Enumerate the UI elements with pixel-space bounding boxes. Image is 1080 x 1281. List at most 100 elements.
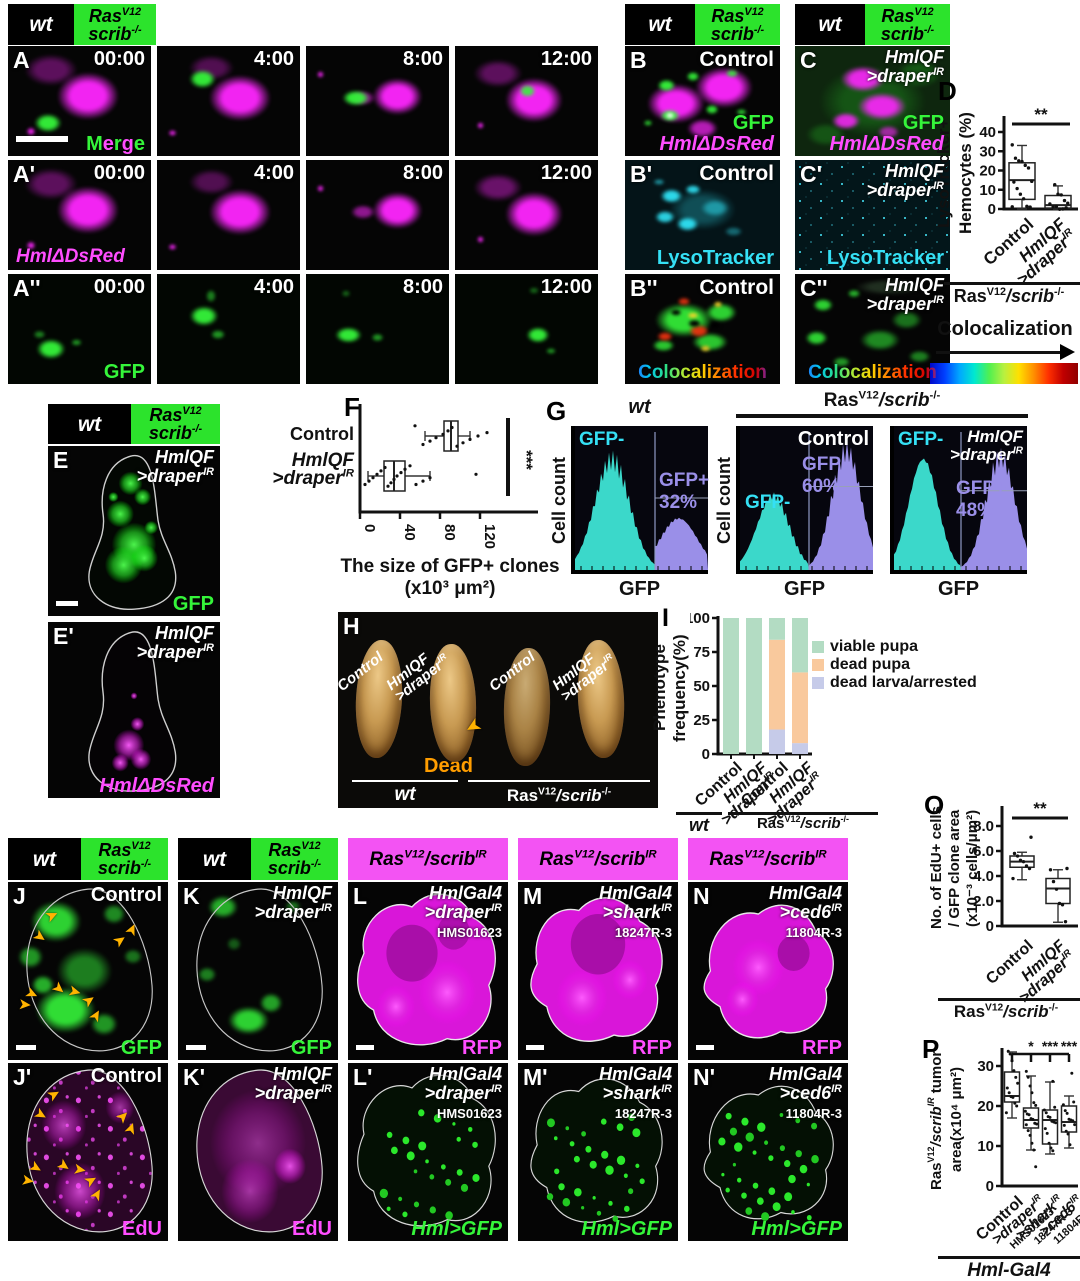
- wing-disc-outline: [703, 1085, 834, 1222]
- panel-letter-F: F: [344, 392, 360, 422]
- cell-blob: [651, 177, 667, 187]
- panel-letter: N: [693, 883, 710, 909]
- cell-blob: [30, 334, 71, 364]
- panel-letter-D: D: [938, 76, 957, 106]
- cell-blob: [685, 311, 701, 321]
- cell-blob: [674, 296, 694, 307]
- micrograph-A-12-00: 12:00: [455, 46, 598, 156]
- svg-text:**: **: [1034, 106, 1048, 124]
- cell-blob: [208, 327, 229, 342]
- panel-letter-O: O: [924, 790, 945, 820]
- svg-text:0: 0: [986, 1178, 994, 1192]
- svg-text:***: ***: [1042, 1040, 1059, 1054]
- wing-disc-outline: [26, 888, 153, 1052]
- channel-label-gfp: GFP: [290, 1036, 332, 1059]
- svg-text:***: ***: [517, 450, 536, 470]
- panel-letter: L: [353, 883, 368, 909]
- micrograph-E: E HmlQF >draperIR GFP: [48, 446, 220, 616]
- i-group-ras: RasV12/scrib-/-: [756, 814, 850, 833]
- genotype-label: HmlGal4 >ced6IR 11804R-3: [768, 883, 842, 940]
- cell-blob: [801, 327, 833, 348]
- cell-blob: [69, 337, 84, 347]
- scale-bar: [696, 1045, 714, 1050]
- panel-letter: C'': [800, 275, 828, 301]
- timestamp: 8:00: [402, 276, 443, 298]
- f-cat-control: Control: [290, 424, 354, 444]
- cell-blob: [197, 179, 283, 244]
- f-x-axis-label-2: (x10³ μm²): [404, 578, 496, 599]
- panel-letter: B': [630, 161, 653, 187]
- colocalization-gradient-bar: [930, 363, 1078, 384]
- p-y-axis-label-2: area(x10⁴ μm²): [948, 1067, 965, 1173]
- cell-blob: [363, 71, 432, 122]
- svg-text:2.0: 2.0: [973, 893, 994, 910]
- micrograph-Ap-12-00: 12:00: [455, 160, 598, 270]
- micrograph-Cpp: C'' HmlQF >draperIR Colocalization: [795, 274, 950, 384]
- arrowhead-icon: ➤: [18, 995, 32, 1013]
- cell-blob: [340, 289, 352, 299]
- cell-blob: [346, 201, 381, 222]
- o-y-axis-label-2: / GFP clone area: [946, 809, 963, 927]
- wt-label: wt: [178, 838, 251, 880]
- cell-blob: [197, 65, 283, 130]
- svg-text:8.0: 8.0: [973, 818, 994, 835]
- d-y-axis-label-2: Hemocytes (%): [956, 112, 975, 234]
- panel-letter: K: [183, 883, 200, 909]
- channel-label-edu: EdU: [292, 1217, 332, 1240]
- micrograph-A-4-00: 4:00: [157, 46, 300, 156]
- micrograph-M: M HmlGal4 >sharkIR 18247R-3 RFP: [518, 882, 678, 1060]
- svg-text:20: 20: [977, 1098, 994, 1115]
- micrograph-App-8-00: 8:00: [306, 274, 449, 384]
- tumor-tissue: [703, 904, 834, 1039]
- p-y-axis-label-1: RasV12/scribIR tumor: [926, 1050, 945, 1190]
- svg-text:10: 10: [977, 1138, 994, 1155]
- gfp-pos-label: GFP+: [802, 454, 853, 475]
- panel-letter: C: [800, 47, 817, 73]
- wt-label: wt: [8, 838, 81, 880]
- micrograph-Cp: C' HmlQF >draperIR LysoTracker: [795, 160, 950, 270]
- tumor-tissue: [357, 893, 496, 1046]
- genotype-label: HmlGal4 >sharkIR 18247R-3: [598, 1064, 672, 1121]
- cell-blob: [711, 300, 725, 310]
- channel-label: GFP HmlΔDsRed: [659, 112, 774, 155]
- genotype-label: HmlQF >draperIR: [136, 623, 214, 662]
- condition-label: Control: [699, 276, 774, 299]
- panel-letter: H: [343, 613, 360, 639]
- cell-blob: [651, 208, 680, 226]
- svg-text:0: 0: [986, 918, 994, 935]
- scale-bar: [526, 1045, 544, 1050]
- panel-letter: B: [630, 47, 647, 73]
- micrograph-App-00-00: A'' 00:00 GFP: [8, 274, 151, 384]
- micrograph-Ep: E' HmlQF >draperIR HmlΔDsRed: [48, 622, 220, 798]
- f-boxplot: 0 40 80 120 ***: [358, 404, 538, 549]
- g-title-ras-scrib: RasV12/scrib-/-: [823, 389, 941, 411]
- cell-blob: [522, 323, 554, 346]
- genotype-label: HmlQF >draperIR: [866, 47, 944, 86]
- genotype-header-m: RasV12/scribIR: [518, 838, 678, 880]
- cell-blob: [204, 287, 219, 305]
- channel-label-merge: Merge: [86, 132, 145, 155]
- colocalization-arrow-line: [936, 351, 1062, 354]
- timestamp: 12:00: [540, 162, 592, 184]
- panel-letter: M: [523, 883, 543, 909]
- panel-letter: L': [353, 1064, 373, 1090]
- arrow-right-icon: [1060, 344, 1075, 360]
- micrograph-A-8-00: 8:00: [306, 46, 449, 156]
- cell-blob: [699, 299, 743, 326]
- ras-scrib-label: RasV12 scrib-/-: [74, 4, 156, 45]
- cell-blob: [668, 308, 684, 317]
- channel-label-lysotracker: LysoTracker: [656, 246, 774, 269]
- svg-text:25: 25: [693, 712, 710, 729]
- micrograph-Ap-8-00: 8:00: [306, 160, 449, 270]
- svg-text:40: 40: [401, 524, 418, 541]
- micrograph-Jp: J' Control EdU ➤ ➤ ➤ ➤ ➤ ➤ ➤ ➤ ➤ ➤: [8, 1063, 168, 1241]
- panel-letter: E': [53, 623, 74, 649]
- cell-blob: [330, 323, 368, 346]
- panel-letter: J': [13, 1064, 32, 1090]
- cell-blob: [476, 234, 486, 244]
- genotype-header-n: RasV12/scribIR: [688, 838, 848, 880]
- g-y-axis-label-1: Cell count: [549, 456, 569, 544]
- scale-bar: [16, 1045, 36, 1050]
- channel-label-gfp: GFP: [103, 360, 145, 383]
- o-y-axis-label-1: No. of EdU+ cells: [928, 806, 945, 930]
